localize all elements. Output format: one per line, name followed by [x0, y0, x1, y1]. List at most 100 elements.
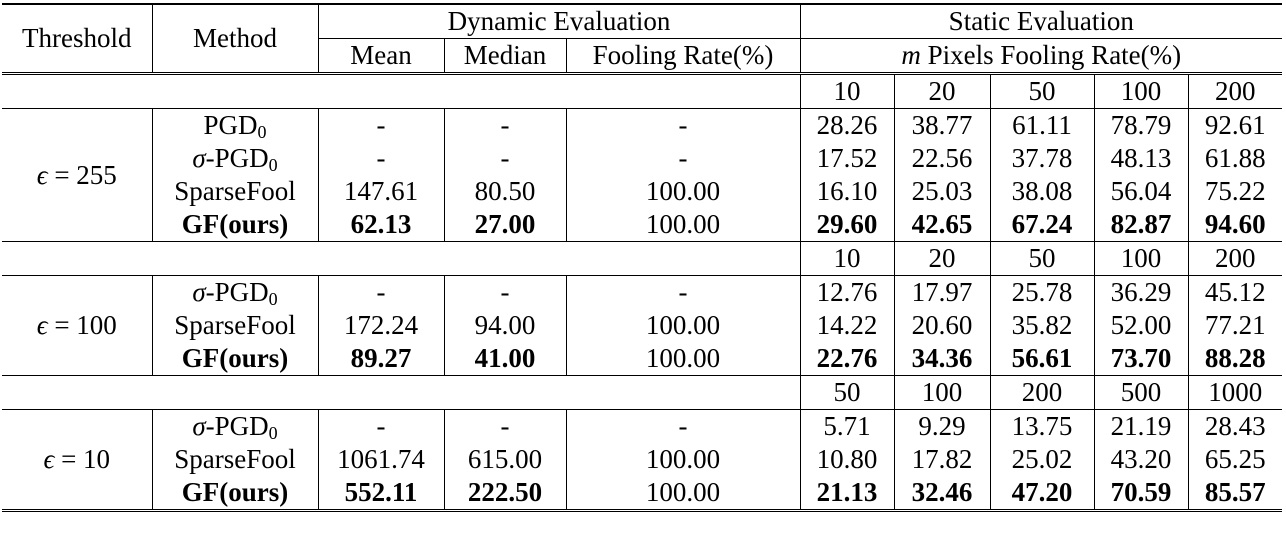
epsilon-symbol: ϵ — [36, 310, 48, 340]
dynamic-value-cell: 222.50 — [444, 476, 567, 512]
m-value-cell: 50 — [989, 241, 1095, 276]
static-value-cell: 56.61 — [989, 342, 1095, 376]
static-value-cell: 32.46 — [893, 476, 991, 512]
sigma-symbol: σ — [192, 143, 206, 173]
dynamic-value-cell: 100.00 — [566, 175, 801, 208]
static-value-cell: 17.82 — [893, 443, 991, 476]
method-cell: SparseFool — [152, 309, 319, 342]
static-value-cell: 13.75 — [989, 409, 1095, 443]
m-value-cell: 20 — [893, 241, 991, 276]
method-cell: SparseFool — [152, 175, 319, 208]
results-table: Threshold Method Dynamic Evaluation Stat… — [2, 3, 1283, 512]
mean-header: Mean — [318, 38, 445, 74]
method-cell: SparseFool — [152, 443, 319, 476]
method-name: SparseFool — [174, 444, 296, 474]
static-value-cell: 5.71 — [800, 409, 895, 443]
static-value-cell: 42.65 — [893, 208, 991, 242]
blank-cell — [2, 72, 801, 109]
dynamic-value-cell: 100.00 — [566, 342, 801, 376]
table-row: GF(ours) 552.11 222.50 100.00 21.13 32.46 47.2… — [2, 476, 1283, 512]
dynamic-value-cell: - — [566, 108, 801, 142]
header-row-1: Threshold Method Dynamic Evaluation Stat… — [2, 3, 1283, 74]
m-value-cell: 20 — [893, 72, 991, 109]
static-value-cell: 78.79 — [1093, 108, 1189, 142]
table-row: GF(ours) 62.13 27.00 100.00 29.60 42.65 67.24 8… — [2, 208, 1283, 242]
static-value-cell: 82.87 — [1093, 208, 1189, 242]
epsilon-symbol: ϵ — [43, 444, 55, 474]
static-value-cell: 28.43 — [1187, 409, 1283, 443]
dynamic-value-cell: 552.11 — [318, 476, 445, 512]
table-row: SparseFool 147.61 80.50 100.00 16.10 25.03 38.… — [2, 175, 1283, 208]
method-name: GF(ours) — [181, 209, 289, 239]
method-cell: GF(ours) — [152, 208, 319, 242]
dynamic-value-cell: - — [566, 409, 801, 443]
static-value-cell: 10.80 — [816, 444, 878, 474]
m-value-cell: 200 — [989, 375, 1095, 410]
method-name: SparseFool — [174, 176, 296, 206]
static-value-cell: 47.20 — [989, 476, 1095, 512]
epsilon-symbol: ϵ — [36, 159, 48, 190]
static-value-cell: 34.36 — [893, 342, 991, 376]
static-value-cell: 61.88 — [1187, 142, 1283, 175]
m-value-cell: 100 — [1093, 241, 1189, 276]
static-value-cell: 70.59 — [1093, 476, 1189, 512]
dynamic-value-cell: 41.00 — [444, 342, 567, 376]
m-value-cell: 500 — [1093, 375, 1189, 410]
static-value-cell: 56.04 — [1093, 175, 1189, 208]
sigma-symbol: σ — [192, 277, 206, 307]
static-value-cell: 9.29 — [893, 409, 991, 443]
static-value-cell: 77.21 — [1187, 309, 1283, 342]
dynamic-value-cell: 1061.74 — [318, 443, 445, 476]
static-value-cell: 17.52 — [816, 143, 878, 173]
method-name: -PGD — [205, 277, 269, 307]
method-cell: σ-PGD0 — [152, 275, 319, 309]
static-value-cell: 20.60 — [893, 309, 991, 342]
static-value-cell: 94.60 — [1187, 208, 1283, 242]
m-value-cell: 100 — [1093, 72, 1189, 109]
m-values-row: 10 20 50 100 200 — [2, 72, 1283, 109]
static-value-cell: 28.26 — [800, 108, 895, 142]
dynamic-value-cell: - — [566, 275, 801, 309]
median-header: Median — [444, 38, 567, 74]
dynamic-value-cell: 147.61 — [318, 175, 445, 208]
method-header: Method — [152, 3, 319, 74]
m-value-cell: 200 — [1187, 72, 1283, 109]
static-value-cell: 67.24 — [989, 208, 1095, 242]
fooling-rate-header: Fooling Rate(%) — [566, 38, 801, 74]
threshold-cell: ϵ = 255 — [2, 108, 153, 242]
static-value-cell: 92.61 — [1187, 108, 1283, 142]
table-row: SparseFool 172.24 94.00 100.00 14.22 20.60 35.… — [2, 309, 1283, 342]
table-row: ϵ = 10 σ-PGD0- - -5.71 9.29 13.75 21.19 28.43 — [2, 409, 1283, 512]
m-value-cell: 10 — [799, 72, 895, 109]
static-value-cell: 29.60 — [816, 209, 878, 239]
m-value-cell: 10 — [799, 241, 895, 276]
m-symbol: m — [901, 40, 921, 70]
dynamic-value-cell: - — [318, 275, 445, 309]
dynamic-value-cell: 94.00 — [444, 309, 567, 342]
m-value-cell: 100 — [893, 375, 991, 410]
method-cell: GF(ours) — [152, 342, 319, 376]
static-value-cell: 21.19 — [1093, 409, 1189, 443]
pixels-fooling-label: Pixels Fooling Rate(%) — [920, 40, 1182, 70]
m-value-cell: 50 — [989, 72, 1095, 109]
dynamic-value-cell: 89.27 — [318, 342, 445, 376]
static-value-cell: 37.78 — [989, 142, 1095, 175]
m-pixels-fooling-header: m Pixels Fooling Rate(%) — [800, 39, 1282, 74]
static-evaluation-header: Static Evaluation — [800, 3, 1283, 39]
dynamic-value-cell: - — [444, 275, 567, 309]
dynamic-value-cell: - — [444, 108, 567, 142]
static-value-cell: 25.02 — [989, 443, 1095, 476]
method-subscript: 0 — [257, 122, 267, 142]
sigma-symbol: σ — [192, 411, 206, 441]
dynamic-value-cell: - — [444, 409, 567, 443]
blank-cell — [2, 241, 801, 276]
static-value-cell: 88.28 — [1187, 342, 1283, 376]
table-row: ϵ = 100 σ-PGD0- - -12.76 17.97 25.78 36.29 45.1… — [2, 275, 1283, 376]
dynamic-value-cell: 27.00 — [444, 208, 567, 242]
static-value-cell: 38.08 — [989, 175, 1095, 208]
method-subscript: 0 — [268, 423, 278, 443]
epsilon-value: = 255 — [47, 159, 117, 190]
static-value-cell: 75.22 — [1187, 175, 1283, 208]
static-value-cell: 12.76 — [800, 275, 895, 309]
dynamic-value-cell: 100.00 — [566, 443, 801, 476]
